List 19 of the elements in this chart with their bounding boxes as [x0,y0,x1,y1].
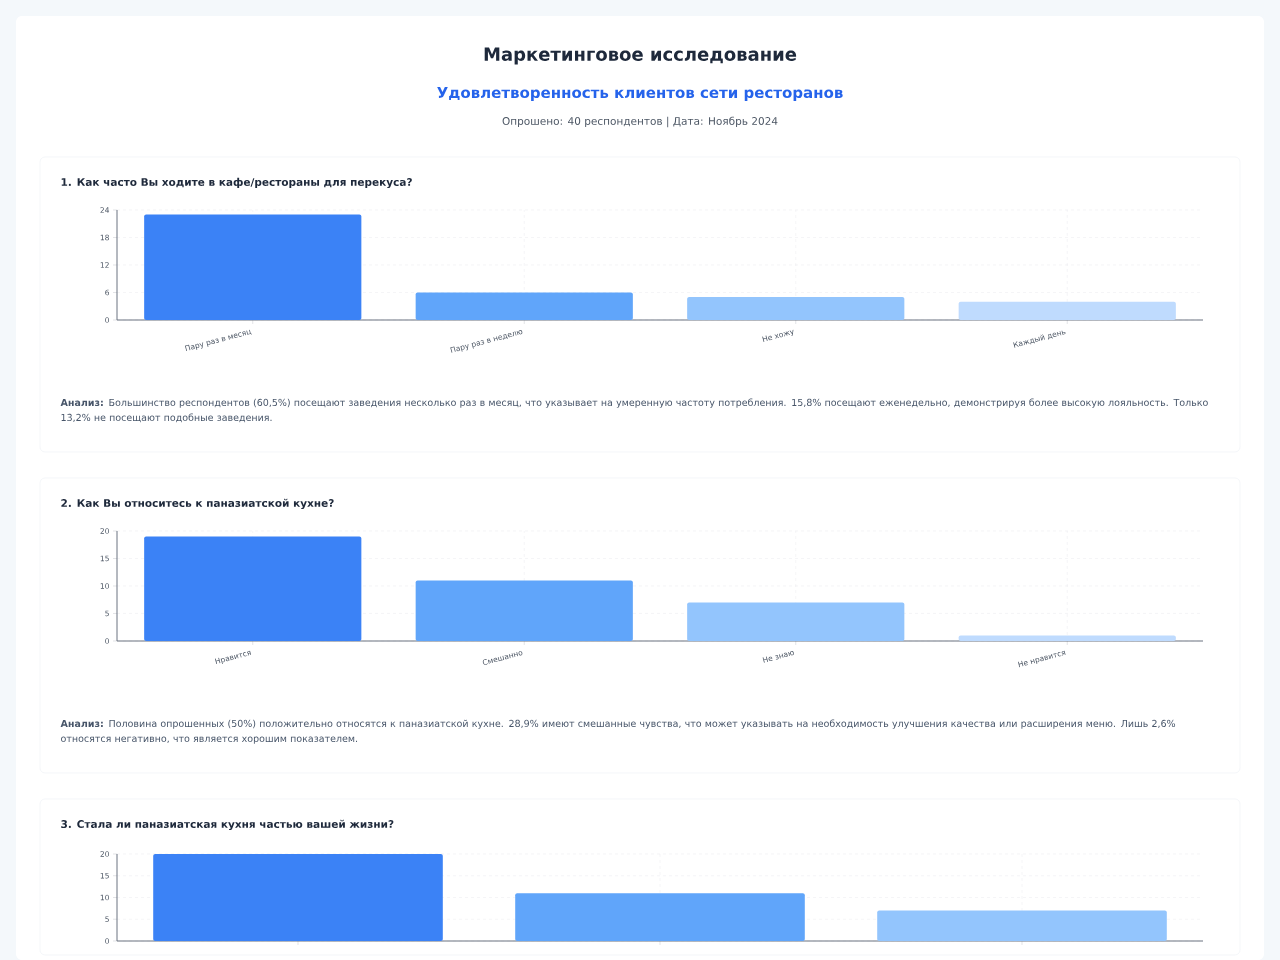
chart-title: 2. Как Вы относитесь к паназиатской кухне? [61,498,334,510]
text: Анализ: Половина опрошенных (50%) положительно относятся к паназиатской кухне. 28,9% имеют смешанные чувства, что может указывать на необходимость улучшения качества или расширения меню. Лишь 2,6% относятся негативно, что является хорошим показателем. [60,719,1176,744]
bar [687,602,905,641]
text: Удовлетворенность клиентов сети ресторанов [437,86,843,102]
bar [515,893,805,941]
bar [144,214,362,320]
bar [958,301,1176,320]
bar [958,635,1176,641]
bar [415,580,633,641]
chart-title: 1. Как часто Вы ходите в кафе/рестораны для перекуса? [61,177,412,189]
bar [144,536,362,641]
text: Опрошено: 40 респондентов | Дата: Ноябрь 2024 [502,116,778,128]
bar [153,853,443,941]
text: Анализ: Большинство респондентов (60,5%) посещают заведения несколько раз в месяц, что указывает на умеренную частоту потребления. 15,8% посещают еженедельно, демонстрируя более высокую лояльность. Только 13,2% не посещают подобные заведения. [60,398,1208,423]
bar [415,292,633,320]
chart-title: 3. Стала ли паназиатская кухня частью вашей жизни? [61,819,394,831]
bar [877,910,1167,941]
bar [687,297,905,320]
text: Маркетинговое исследование [484,47,797,65]
